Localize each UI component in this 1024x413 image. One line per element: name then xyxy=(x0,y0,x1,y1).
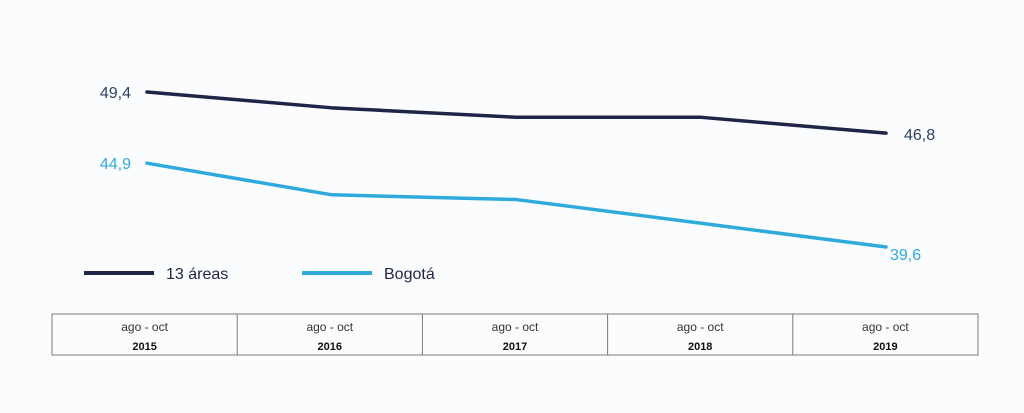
x-axis-table: ago - oct 2015 ago - oct 2016 ago - oct 2017 a… xyxy=(51,313,979,356)
legend-label-13-areas: 13 áreas xyxy=(166,266,228,283)
x-tick-period-2016: ago - oct xyxy=(306,320,353,334)
x-axis-cells: ago - oct 2015 ago - oct 2016 ago - oct 2017 a… xyxy=(121,314,909,355)
legend-item-13-areas: 13 áreas xyxy=(84,266,228,283)
legend-item-bogota: Bogotá xyxy=(302,266,435,283)
x-tick-period-2017: ago - oct xyxy=(492,320,539,334)
legend-label-bogota: Bogotá xyxy=(384,266,435,283)
data-label-bogota-first: 44,9 xyxy=(100,156,131,173)
legend: 13 áreas Bogotá xyxy=(84,266,435,283)
x-tick-period-2019: ago - oct xyxy=(862,320,909,334)
x-tick-period-2018: ago - oct xyxy=(677,320,724,334)
series-line-bogota xyxy=(145,161,888,249)
series-layer xyxy=(145,90,888,249)
data-label-layer: 49,4 46,8 44,9 39,6 xyxy=(100,85,935,264)
data-label-13-areas-last: 46,8 xyxy=(904,127,935,144)
x-axis-table-frame xyxy=(51,313,979,356)
x-tick-year-2017: 2017 xyxy=(503,341,527,353)
x-tick-year-2016: 2016 xyxy=(318,341,342,353)
x-tick-year-2018: 2018 xyxy=(688,341,712,353)
x-tick-period-2015: ago - oct xyxy=(121,320,168,334)
x-tick-year-2019: 2019 xyxy=(873,341,897,353)
x-tick-year-2015: 2015 xyxy=(132,341,156,353)
series-line-13-areas xyxy=(145,90,888,135)
data-label-13-areas-first: 49,4 xyxy=(100,85,131,102)
data-label-bogota-last: 39,6 xyxy=(890,247,921,264)
